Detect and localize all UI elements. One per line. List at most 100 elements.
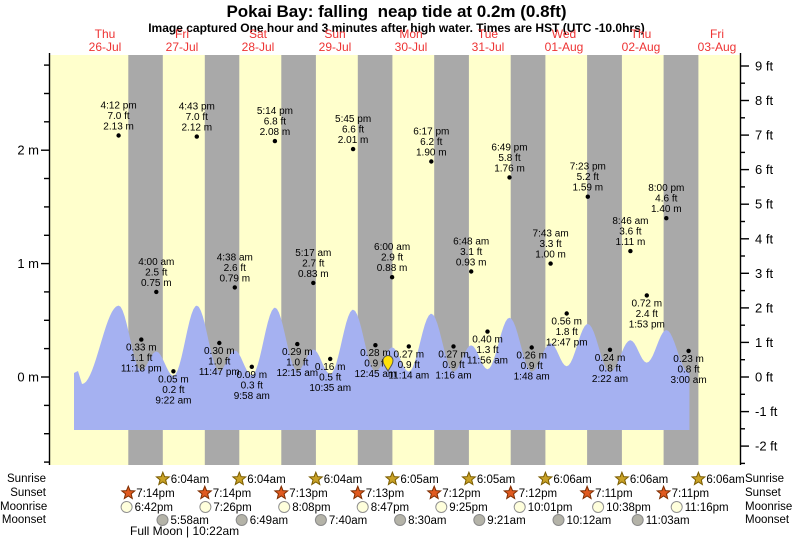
- high-tide-annotation: 0.79 m: [220, 273, 251, 284]
- high-tide-annotation: 3.1 ft: [460, 247, 482, 258]
- right-axis-tick-label: 3 ft: [755, 266, 773, 281]
- sunrise-icon: [461, 470, 477, 486]
- low-tide-annotation: 12:47 pm: [546, 338, 588, 349]
- low-tide-annotation: 0.28 m: [360, 348, 391, 359]
- left-axis: [41, 53, 51, 465]
- low-tide-annotation: 0.40 m: [472, 335, 503, 346]
- high-tide-annotation: 4:12 pm: [101, 101, 137, 112]
- low-tide-annotation: 10:35 am: [309, 383, 351, 394]
- sunrise-time: 6:04am: [324, 474, 362, 486]
- low-tide-annotation: 0.9 ft: [521, 361, 543, 372]
- low-tide-annotation: 11:14 am: [388, 370, 429, 381]
- high-tide-annotation: 6:48 am: [453, 237, 489, 248]
- sunrise-icon: [155, 470, 171, 486]
- moonrise-icon: [278, 501, 291, 513]
- high-tide-annotation: 4:00 am: [138, 257, 174, 268]
- high-tide-annotation: 7:43 am: [533, 229, 569, 240]
- low-tide-annotation: 12:45 am: [355, 369, 397, 380]
- low-tide-point: [485, 329, 490, 334]
- low-tide-point: [564, 311, 569, 316]
- sunset-time: 7:12pm: [519, 488, 557, 500]
- day-label: Tue 31-Jul: [456, 28, 520, 53]
- high-tide-annotation: 2.5 ft: [145, 267, 167, 278]
- high-tide-point: [116, 133, 121, 138]
- day-label: Sun 29-Jul: [303, 28, 367, 53]
- moonset-icon: [631, 514, 644, 526]
- high-tide-annotation: 6.8 ft: [264, 117, 286, 128]
- high-tide-annotation: 6:49 pm: [491, 142, 527, 153]
- day-date-label: 26-Jul: [88, 39, 122, 54]
- low-tide-annotation: 0.3 ft: [241, 380, 263, 391]
- high-tide-annotation: 6:17 pm: [413, 127, 449, 138]
- day-label: Sat 28-Jul: [226, 28, 290, 53]
- moonset-time: 9:21am: [487, 515, 525, 527]
- moonset-time: 5:58am: [171, 515, 209, 527]
- low-tide-annotation: 0.29 m: [282, 347, 313, 358]
- low-tide-annotation: 0.26 m: [516, 351, 547, 362]
- sunset-row: 7:14pm 7:14pm 7:13pm 7:13pm 7:12pm 7:12pm 7:11…: [120, 484, 710, 500]
- day-date-label: 28-Jul: [241, 39, 275, 54]
- right-axis-tick-label: 4 ft: [755, 231, 773, 246]
- sunrise-time: 6:06am: [553, 474, 591, 486]
- sunrise-time: 6:05am: [400, 474, 438, 486]
- sunset-time: 7:11pm: [672, 488, 710, 500]
- high-tide-annotation: 1.11 m: [615, 237, 645, 248]
- low-tide-annotation: 9:58 am: [234, 391, 270, 402]
- high-tide-annotation: 5:45 pm: [335, 114, 371, 125]
- low-tide-annotation: 3:00 am: [671, 375, 707, 386]
- high-tide-annotation: 2.9 ft: [381, 253, 403, 264]
- high-tide-point: [548, 261, 553, 266]
- sunrise-icon: [614, 470, 630, 486]
- high-tide-point: [154, 289, 159, 295]
- moonrise-time: 11:16pm: [685, 502, 729, 514]
- sunset-row-label-left: Sunset: [10, 487, 46, 499]
- day-label: Thu 02-Aug: [609, 28, 673, 53]
- high-tide-annotation: 2.01 m: [338, 135, 369, 146]
- moonset-icon: [235, 514, 248, 526]
- moonrise-row-label-left: Moonrise: [0, 501, 48, 513]
- high-tide-annotation: 2.13 m: [103, 122, 134, 133]
- sunrise-row-label-right: Sunrise: [745, 473, 784, 485]
- sunset-time: 7:14pm: [213, 488, 251, 500]
- low-tide-annotation: 1.0 ft: [286, 358, 308, 369]
- moonset-icon: [552, 514, 565, 526]
- low-tide-annotation: 0.27 m: [438, 349, 469, 360]
- low-tide-annotation: 0.23 m: [673, 354, 704, 365]
- sunset-icon: [655, 484, 672, 500]
- moonset-icon: [156, 514, 169, 526]
- day-date-label: 03-Aug: [697, 39, 737, 54]
- low-tide-annotation: 0.33 m: [126, 343, 157, 354]
- moonrise-icon: [356, 501, 369, 513]
- sunrise-icon: [231, 470, 248, 486]
- low-tide-annotation: 0.8 ft: [677, 364, 699, 375]
- day-date-label: 31-Jul: [471, 39, 505, 54]
- day-label: Fri 03-Aug: [685, 28, 749, 53]
- day-label: Mon 30-Jul: [379, 28, 443, 53]
- sunrise-icon: [384, 470, 401, 486]
- moonset-row: 5:58am 6:49am 7:40am 8:30am 9:21am 10:12am 11:…: [156, 514, 690, 527]
- high-tide-annotation: 5:17 am: [295, 248, 331, 259]
- moonrise-row: 6:42pm 7:26pm 8:08pm 8:47pm 9:25pm 10:01pm 10:…: [120, 501, 729, 514]
- day-date-label: 01-Aug: [544, 39, 584, 54]
- right-axis-tick-label: 2 ft: [755, 300, 773, 315]
- moonrise-time: 6:42pm: [135, 502, 173, 514]
- day-label: Fri 27-Jul: [150, 28, 214, 53]
- day-of-week-label: Mon: [399, 27, 423, 41]
- low-tide-annotation: 11:56 am: [467, 356, 508, 367]
- moonset-row-label-right: Moonset: [745, 514, 790, 526]
- day-label: Wed 01-Aug: [532, 28, 596, 53]
- low-tide-annotation: 1.8 ft: [556, 327, 578, 338]
- high-tide-point: [350, 146, 356, 152]
- moonset-icon: [314, 514, 327, 526]
- high-tide-annotation: 1.76 m: [494, 163, 525, 174]
- high-tide-annotation: 2.12 m: [182, 123, 213, 134]
- sunset-icon: [196, 484, 213, 500]
- low-tide-point: [644, 293, 649, 298]
- high-tide-point: [664, 216, 669, 221]
- high-tide-annotation: 7.0 ft: [186, 112, 208, 123]
- day-date-label: 02-Aug: [621, 39, 661, 54]
- low-tide-point: [607, 347, 613, 352]
- left-axis-tick-label: 0 m: [17, 370, 39, 385]
- sunset-icon: [502, 484, 519, 500]
